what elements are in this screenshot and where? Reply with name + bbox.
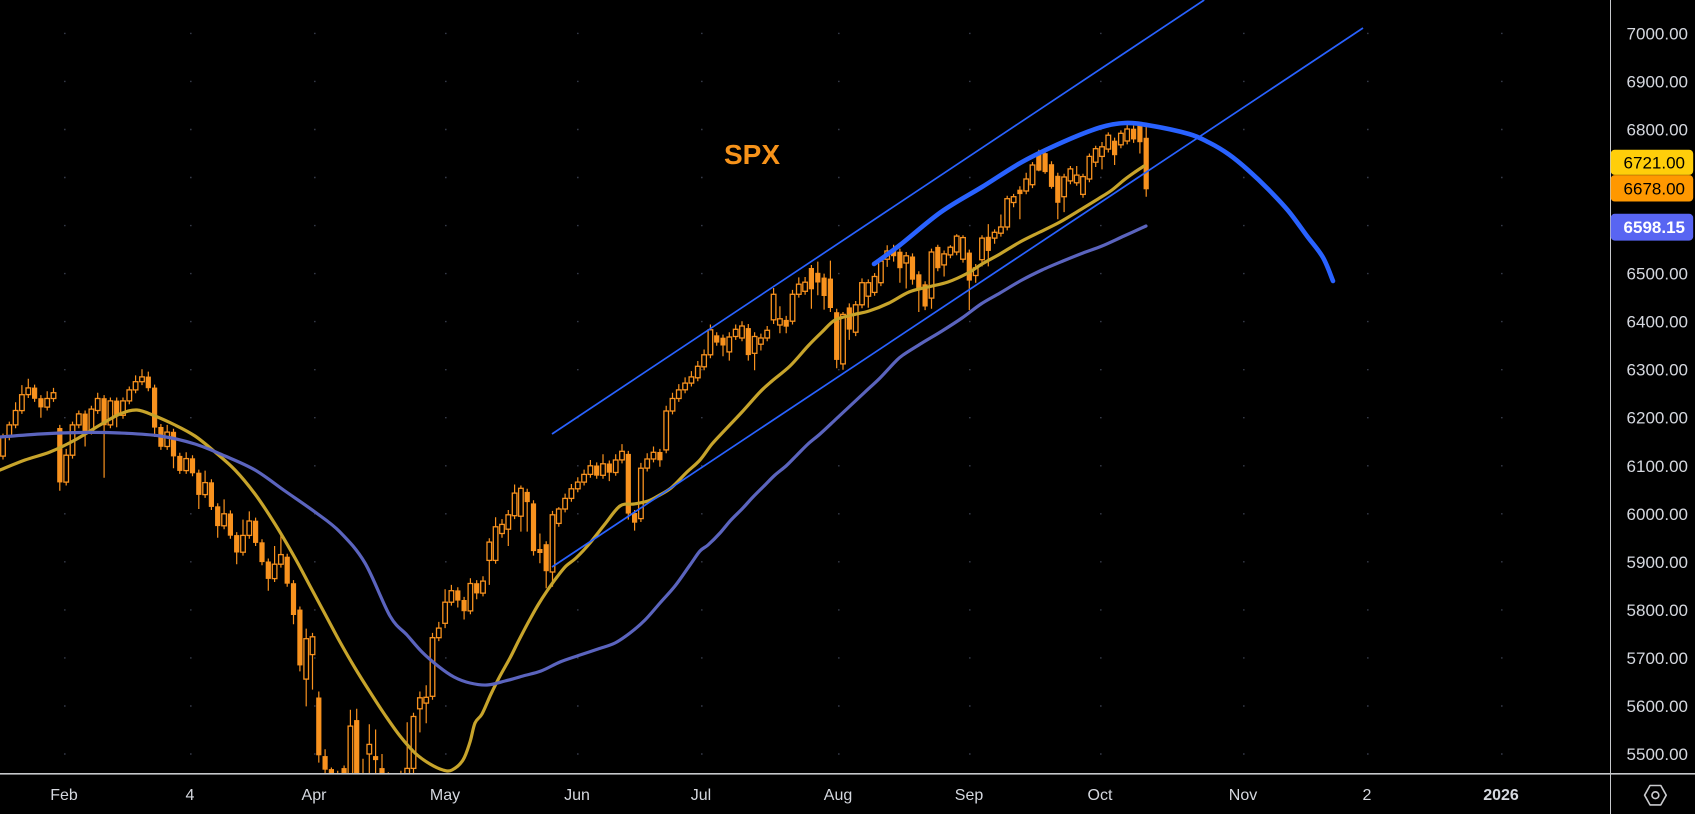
svg-text:2026: 2026	[1483, 787, 1519, 804]
svg-text:6721.00: 6721.00	[1624, 153, 1685, 172]
svg-text:Sep: Sep	[955, 787, 984, 804]
svg-text:4: 4	[186, 787, 195, 804]
svg-text:6200.00: 6200.00	[1627, 409, 1688, 428]
svg-text:Aug: Aug	[824, 787, 852, 804]
svg-text:6000.00: 6000.00	[1627, 505, 1688, 524]
svg-text:5700.00: 5700.00	[1627, 649, 1688, 668]
svg-text:Oct: Oct	[1088, 787, 1113, 804]
svg-text:2: 2	[1363, 787, 1372, 804]
svg-text:Jul: Jul	[691, 787, 711, 804]
svg-text:Jun: Jun	[564, 787, 590, 804]
svg-text:6400.00: 6400.00	[1627, 313, 1688, 332]
svg-text:6300.00: 6300.00	[1627, 361, 1688, 380]
svg-text:6678.00: 6678.00	[1624, 179, 1685, 198]
svg-text:5800.00: 5800.00	[1627, 601, 1688, 620]
svg-text:May: May	[430, 787, 460, 804]
svg-text:7000.00: 7000.00	[1627, 24, 1688, 43]
svg-text:5900.00: 5900.00	[1627, 553, 1688, 572]
svg-text:SPX: SPX	[724, 139, 780, 170]
svg-text:5600.00: 5600.00	[1627, 697, 1688, 716]
svg-text:6598.15: 6598.15	[1624, 218, 1685, 237]
svg-text:6500.00: 6500.00	[1627, 265, 1688, 284]
svg-text:Feb: Feb	[50, 787, 78, 804]
svg-text:6100.00: 6100.00	[1627, 457, 1688, 476]
svg-text:Apr: Apr	[302, 787, 328, 804]
svg-text:6800.00: 6800.00	[1627, 121, 1688, 140]
svg-text:6900.00: 6900.00	[1627, 72, 1688, 91]
svg-text:5500.00: 5500.00	[1627, 745, 1688, 764]
svg-text:Nov: Nov	[1229, 787, 1257, 804]
